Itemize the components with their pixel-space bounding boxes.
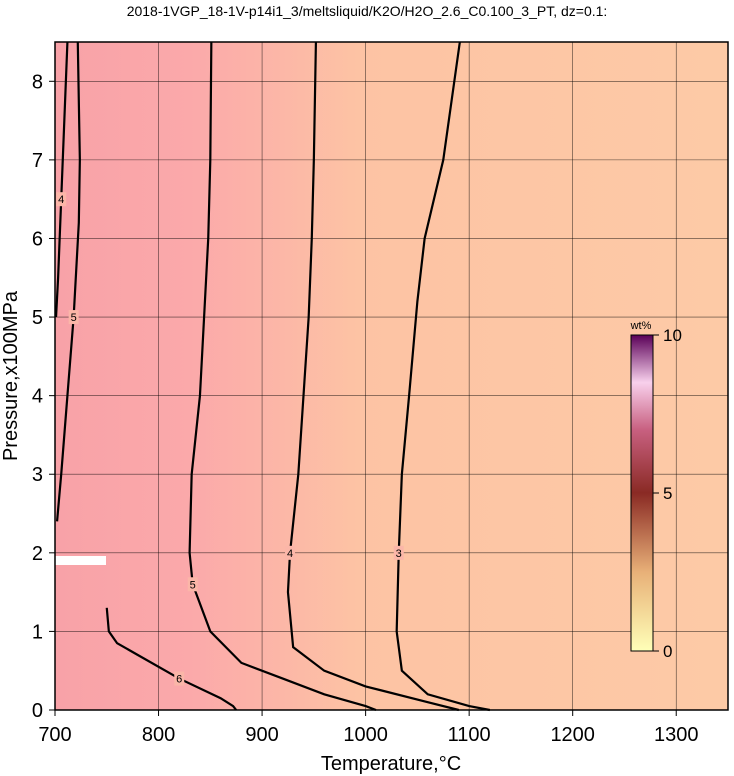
colorbar: [630, 334, 654, 652]
colorbar-tick-label: 10: [663, 326, 682, 345]
chart-title: 2018-1VGP_18-1V-p14i1_3/meltsliquid/K2O/…: [127, 3, 608, 19]
contour-line: [395, 41, 491, 712]
contour-label-bg: [68, 310, 79, 325]
y-tick-label: 3: [32, 464, 43, 486]
frame: [54, 41, 729, 711]
x-tick-label: 800: [142, 724, 175, 746]
contour-label: 4: [287, 548, 293, 560]
y-tick-label: 4: [32, 386, 43, 408]
contour-label: 3: [396, 548, 402, 560]
y-tick-label: 5: [32, 307, 43, 329]
colorbar-tick-label: 5: [663, 484, 672, 503]
y-tick-label: 8: [32, 71, 43, 93]
x-tick-label: 700: [38, 724, 71, 746]
y-tick-label: 2: [32, 543, 43, 565]
contours: 3 4 5 5 6 4: [54, 41, 491, 712]
contour-label-bg: [56, 192, 67, 207]
gap-marker: [55, 556, 106, 565]
x-axis-label: Temperature,°C: [321, 753, 461, 775]
contour-label-bg: [187, 577, 198, 592]
colorbar-tick-label: 0: [663, 642, 672, 661]
contour-line: [105, 607, 238, 711]
field: [55, 42, 728, 710]
x-tick-label: 900: [245, 724, 278, 746]
contour-label-bg: [285, 545, 296, 560]
grid: [54, 42, 728, 711]
colorbar-label: wt%: [630, 320, 652, 332]
contour-label: 5: [190, 579, 196, 591]
contour-label: 5: [71, 312, 77, 324]
contour-label: 6: [176, 674, 182, 686]
x-tick-label: 1200: [550, 724, 595, 746]
y-tick-label: 0: [32, 700, 43, 722]
contour-label-bg: [393, 545, 404, 560]
x-tick-label: 1000: [343, 724, 388, 746]
x-tick-label: 1100: [448, 724, 491, 746]
y-axis-label: Pressure,x100MPa: [0, 290, 22, 461]
y-tick-label: 7: [32, 150, 43, 172]
y-tick-label: 6: [32, 228, 43, 250]
x-tick-label: 1300: [654, 724, 699, 746]
contour-label-bg: [174, 671, 185, 686]
contour-label: 4: [58, 194, 64, 206]
y-tick-label: 1: [32, 621, 43, 643]
